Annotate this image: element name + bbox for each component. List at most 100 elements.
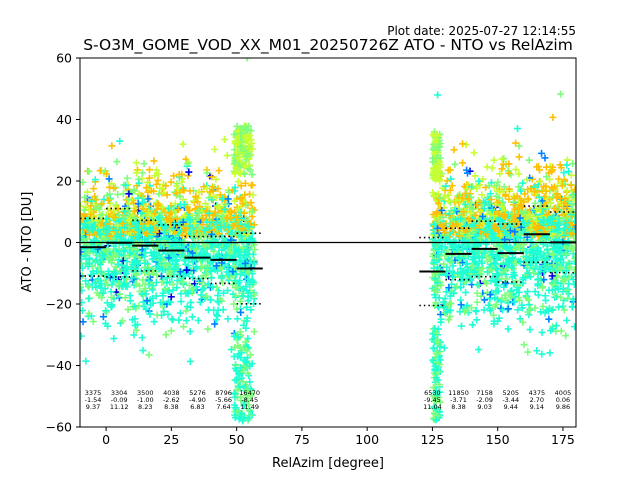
scatter-point (475, 346, 483, 354)
scatter-point (483, 163, 491, 171)
scatter-point (525, 301, 533, 309)
scatter-point (153, 180, 161, 188)
scatter-point (516, 214, 524, 222)
scatter-point (482, 252, 490, 260)
scatter-point (160, 278, 168, 286)
scatter-point (191, 219, 199, 227)
scatter-point (101, 247, 109, 255)
scatter-point (457, 215, 465, 223)
scatter-point (145, 174, 153, 182)
scatter-point (468, 199, 476, 207)
scatter-point (526, 249, 534, 257)
scatter-point (143, 178, 151, 186)
scatter-point (475, 177, 483, 185)
scatter-point (213, 267, 221, 275)
bin-label-std: 6.83 (190, 403, 204, 411)
scatter-point (482, 238, 490, 246)
scatter-point (438, 222, 446, 230)
scatter-point (244, 414, 252, 422)
scatter-point (564, 295, 572, 303)
scatter-point (534, 275, 542, 283)
scatter-point (557, 327, 565, 335)
scatter-point (223, 152, 231, 160)
scatter-point (505, 160, 513, 168)
scatter-point (140, 160, 148, 168)
scatter-point (114, 222, 122, 230)
scatter-point (501, 279, 509, 287)
scatter-point (154, 221, 162, 229)
scatter-point (131, 315, 139, 323)
scatter-point (440, 226, 448, 234)
scatter-point (232, 376, 240, 384)
scatter-point (91, 176, 99, 184)
scatter-point (469, 229, 477, 237)
scatter-point (248, 181, 256, 189)
scatter-point (151, 210, 159, 218)
scatter-point (444, 246, 452, 254)
scatter-point (245, 250, 253, 258)
scatter-point (112, 232, 120, 240)
scatter-point (479, 264, 487, 272)
scatter-point (164, 261, 172, 269)
scatter-point (169, 316, 177, 324)
scatter-point (93, 289, 101, 297)
scatter-point (547, 240, 555, 248)
scatter-point (529, 254, 537, 262)
scatter-point (199, 221, 207, 229)
scatter-point (443, 271, 451, 279)
scatter-point (562, 220, 570, 228)
scatter-point (510, 218, 518, 226)
scatter-point (237, 349, 245, 357)
scatter-point (230, 130, 238, 138)
scatter-point (450, 289, 458, 297)
scatter-point (135, 179, 143, 187)
scatter-point (546, 265, 554, 273)
scatter-point (85, 283, 93, 291)
scatter-point (231, 184, 239, 192)
scatter-point (476, 266, 484, 274)
scatter-point (147, 187, 155, 195)
scatter-point (230, 300, 238, 308)
scatter-point (151, 172, 159, 180)
scatter-point (176, 239, 184, 247)
scatter-point (538, 350, 546, 358)
scatter-point (225, 270, 233, 278)
scatter-point (244, 369, 252, 377)
scatter-point (219, 306, 227, 314)
scatter-point (494, 287, 502, 295)
scatter-point (446, 312, 454, 320)
scatter-point (480, 306, 488, 314)
scatter-point (466, 203, 474, 211)
scatter-point (533, 163, 541, 171)
scatter-point (470, 149, 478, 157)
scatter-point (101, 235, 109, 243)
scatter-point (215, 167, 223, 175)
scatter-point (518, 203, 526, 211)
scatter-point (519, 318, 527, 326)
scatter-point (561, 224, 569, 232)
scatter-point (249, 191, 257, 199)
scatter-point (443, 177, 451, 185)
scatter-point (460, 254, 468, 262)
scatter-point (494, 250, 502, 258)
scatter-point (552, 322, 560, 330)
scatter-point (243, 153, 251, 161)
scatter-point (224, 262, 232, 270)
scatter-point (227, 207, 235, 215)
scatter-point (432, 254, 440, 262)
scatter-point (80, 318, 87, 326)
scatter-point (179, 278, 187, 286)
scatter-point (178, 231, 186, 239)
scatter-point (198, 279, 206, 287)
scatter-point (446, 257, 454, 265)
scatter-point (247, 199, 255, 207)
scatter-point (541, 262, 549, 270)
scatter-point (508, 263, 516, 271)
bin-label-std: 7.64 (216, 403, 230, 411)
scatter-point (100, 252, 108, 260)
scatter-point (151, 217, 159, 225)
scatter-point (207, 296, 215, 304)
scatter-point (490, 156, 498, 164)
scatter-point (468, 262, 476, 270)
scatter-point (231, 208, 239, 216)
